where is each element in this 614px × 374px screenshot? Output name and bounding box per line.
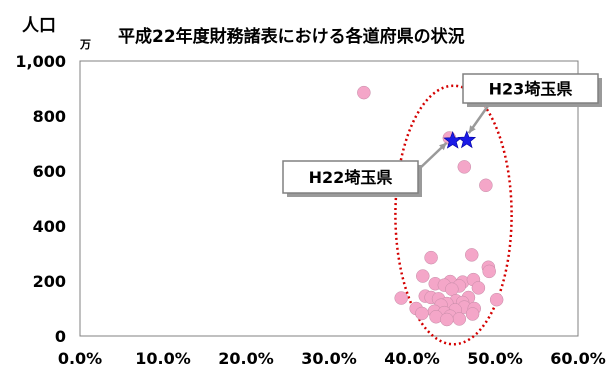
data-point xyxy=(482,264,496,279)
data-point xyxy=(440,312,454,327)
data-point xyxy=(452,312,467,326)
data-point xyxy=(479,178,493,193)
y-tick-label: 200 xyxy=(33,272,66,291)
x-tick-label: 30.0% xyxy=(301,349,357,368)
data-point xyxy=(471,281,486,295)
x-tick-label: 40.0% xyxy=(384,349,440,368)
callout-box xyxy=(282,160,419,194)
y-tick-label: 800 xyxy=(33,107,66,126)
data-point xyxy=(457,160,472,174)
data-point xyxy=(445,282,459,296)
data-point xyxy=(357,85,371,100)
x-tick-label: 0.0% xyxy=(58,349,102,368)
y-axis-label: 人口 xyxy=(22,16,56,36)
data-point xyxy=(489,292,504,307)
y-tick-label: 600 xyxy=(33,162,66,181)
callout-arrowhead xyxy=(468,125,476,134)
y-tick-label: 400 xyxy=(33,217,66,236)
data-point xyxy=(394,291,408,305)
highlight-ellipse xyxy=(394,84,513,346)
y-axis-unit: 万 xyxy=(79,38,91,51)
chart-title: 平成22年度財務諸表における各道府県の状況 xyxy=(118,26,465,47)
data-point xyxy=(465,307,480,321)
callout-label: H22埼玉県 xyxy=(309,168,393,187)
data-point xyxy=(415,306,429,321)
x-tick-label: 60.0% xyxy=(550,349,606,368)
x-tick-label: 10.0% xyxy=(135,349,191,368)
callout-box xyxy=(462,73,599,104)
callout-arrowhead xyxy=(439,142,447,151)
y-tick-label: 1,000 xyxy=(15,52,66,71)
highlight-star xyxy=(457,130,477,149)
data-point xyxy=(424,250,438,265)
data-point xyxy=(416,269,430,283)
data-point xyxy=(465,248,479,262)
y-tick-label: 0 xyxy=(55,327,66,346)
x-tick-label: 20.0% xyxy=(218,349,274,368)
callout-label: H23埼玉県 xyxy=(489,80,573,99)
x-tick-label: 50.0% xyxy=(467,349,523,368)
